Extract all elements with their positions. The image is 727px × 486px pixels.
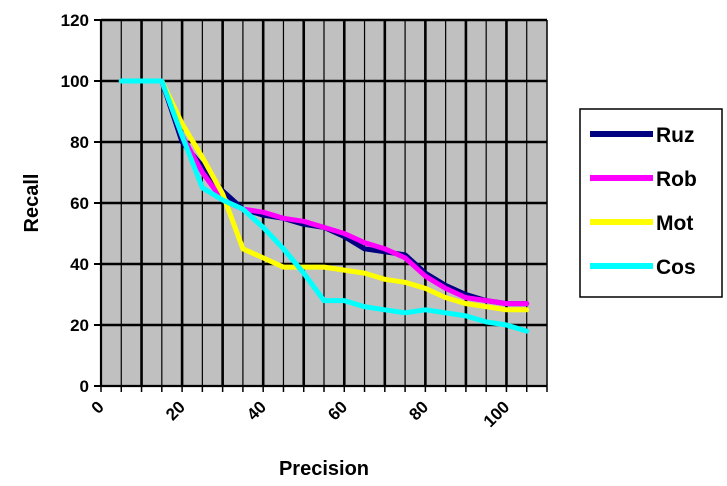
y-tick-label: 120 [61,11,89,30]
y-tick-label: 80 [70,133,89,152]
x-tick-label: 0 [88,397,108,417]
x-tick-label: 40 [243,397,270,424]
y-tick-label: 40 [70,255,89,274]
legend-label-cos: Cos [656,256,696,279]
x-tick-label: 80 [405,397,432,424]
y-tick-label: 0 [80,377,89,396]
series-line-cos [118,78,530,334]
axes [94,19,548,392]
y-tick-label: 20 [70,316,89,335]
series-lines [118,78,530,334]
x-tick-label: 60 [324,397,351,424]
x-axis-title: Precision [279,458,369,480]
legend: Ruz Rob Mot Cos [579,108,723,298]
legend-label-ruz: Ruz [656,124,695,147]
y-tick-label: 100 [61,72,89,91]
series-line-mot [118,78,530,313]
y-axis-title: Recall [21,174,43,233]
y-tick-label: 60 [70,194,89,213]
x-tick-label: 20 [162,397,189,424]
legend-label-rob: Rob [656,168,697,191]
legend-label-mot: Mot [656,212,693,235]
x-tick-label: 100 [480,397,513,430]
